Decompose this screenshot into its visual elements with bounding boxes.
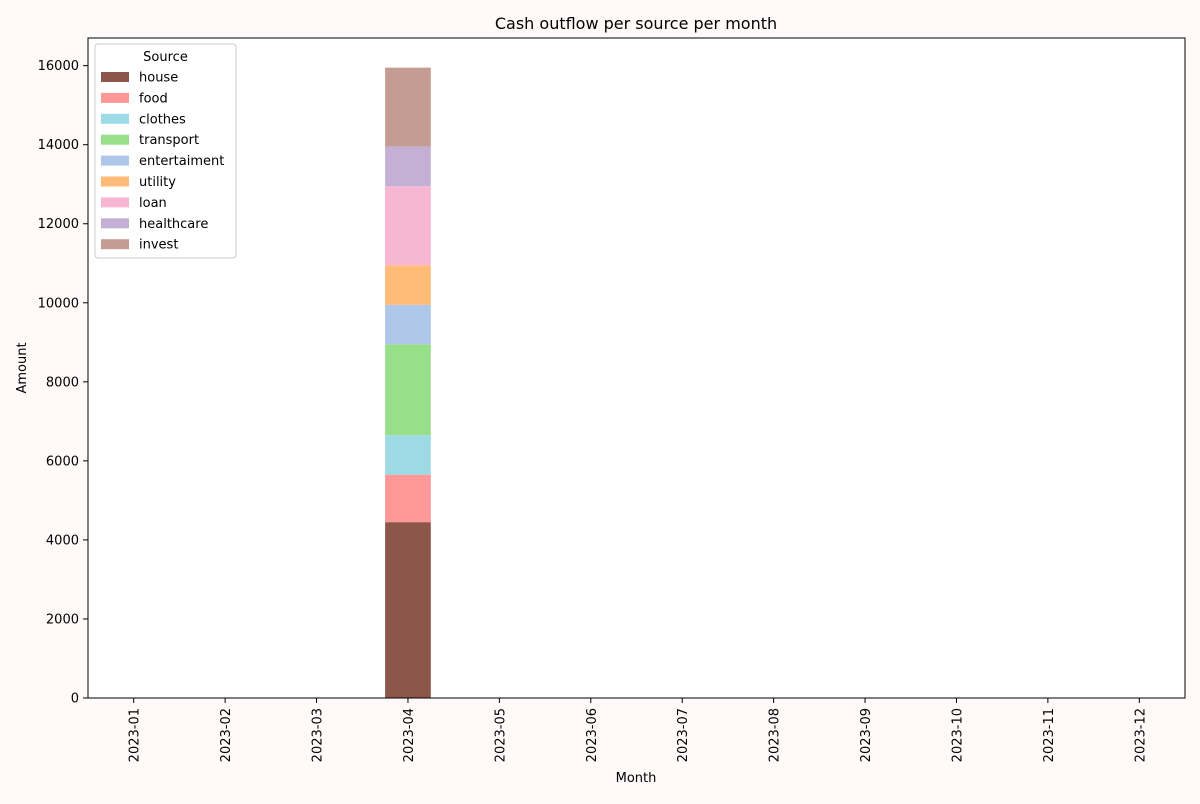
bars-layer	[88, 38, 1185, 698]
legend-label-food: food	[139, 91, 168, 106]
legend-swatch-healthcare	[101, 218, 129, 229]
legend-box	[94, 43, 237, 259]
x-tick-label: 2023-11	[1042, 708, 1057, 762]
y-tick-label: 8000	[46, 375, 79, 390]
legend-swatch-utility	[101, 176, 129, 187]
legend-swatch-house	[101, 72, 129, 82]
bar-house-2023-04	[385, 522, 431, 698]
x-axis-label: Month	[616, 771, 657, 786]
y-tick-label: 6000	[46, 454, 79, 469]
legend: Source house food clothes transport entertaim…	[94, 43, 237, 259]
chart-title: Cash outflow per source per month	[495, 14, 777, 33]
legend-swatch-loan	[101, 197, 129, 208]
legend-label-utility: utility	[139, 175, 176, 190]
legend-label-entertaiment: entertaiment	[139, 154, 224, 169]
legend-label-loan: loan	[139, 196, 167, 211]
y-tick-label: 12000	[38, 217, 79, 232]
x-tick-label: 2023-03	[311, 708, 326, 762]
legend-label-house: house	[139, 71, 178, 86]
legend-swatch-invest	[101, 239, 129, 250]
x-tick-label: 2023-06	[585, 708, 600, 762]
bar-healthcare-2023-04	[385, 146, 431, 187]
x-tick-label: 2023-04	[402, 708, 417, 762]
legend-label-invest: invest	[139, 238, 178, 253]
y-tick-label: 4000	[46, 533, 79, 548]
x-tick-label: 2023-05	[493, 708, 508, 762]
x-tick-label: 2023-01	[128, 708, 143, 762]
legend-swatch-entertaiment	[101, 155, 129, 166]
x-tick-label: 2023-07	[676, 708, 691, 762]
bar-loan-2023-04	[385, 186, 431, 266]
plot-frame	[87, 37, 1186, 699]
y-tick-label: 2000	[46, 612, 79, 627]
legend-swatch-clothes	[101, 113, 129, 124]
legend-label-clothes: clothes	[139, 112, 186, 127]
bar-invest-2023-04	[385, 67, 431, 147]
y-tick-label: 14000	[38, 138, 79, 153]
bar-entertaiment-2023-04	[385, 304, 431, 345]
bar-transport-2023-04	[385, 344, 431, 436]
x-tick-label: 2023-12	[1133, 708, 1148, 762]
x-tick-label: 2023-08	[768, 708, 783, 762]
legend-label-healthcare: healthcare	[139, 217, 208, 232]
bar-food-2023-04	[385, 474, 431, 523]
plot-area	[88, 38, 1185, 698]
y-tick-label: 0	[71, 692, 79, 707]
x-tick-label: 2023-10	[950, 708, 965, 762]
x-tick-label: 2023-02	[219, 708, 234, 762]
legend-swatch-food	[101, 92, 129, 103]
y-tick-label: 16000	[38, 59, 79, 74]
legend-title: Source	[143, 50, 188, 65]
y-axis-label: Amount	[15, 342, 30, 393]
axes-layer: 0 2000 4000 6000 8000 10000 12000 14000 16000 202…	[38, 37, 1186, 762]
x-tick-label: 2023-09	[859, 708, 874, 762]
y-tick-label: 10000	[38, 296, 79, 311]
bar-utility-2023-04	[385, 265, 431, 305]
bar-clothes-2023-04	[385, 435, 431, 475]
legend-label-transport: transport	[139, 133, 199, 148]
legend-swatch-transport	[101, 134, 129, 145]
